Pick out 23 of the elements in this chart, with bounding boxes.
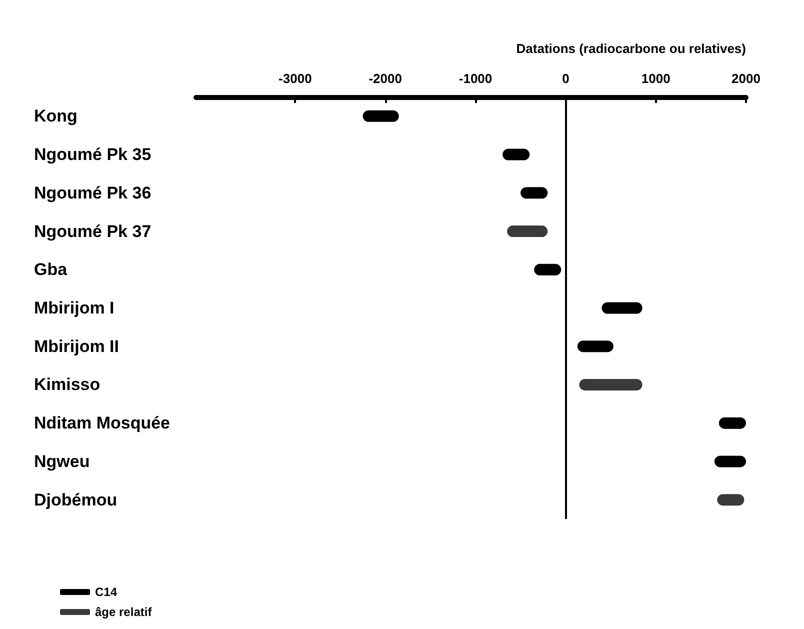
y-tick-label: Kimisso bbox=[34, 375, 100, 394]
y-tick-label: Djobémou bbox=[34, 490, 118, 510]
x-tick-label: -1000 bbox=[458, 71, 492, 86]
legend-label: âge relatif bbox=[95, 605, 153, 619]
y-tick-label: Mbirijom I bbox=[34, 298, 114, 318]
y-tick-label: Ngweu bbox=[34, 452, 90, 471]
x-tick-label: -2000 bbox=[368, 71, 402, 86]
y-tick-label: Ngoumé Pk 35 bbox=[34, 145, 152, 164]
x-tick-label: -3000 bbox=[278, 71, 312, 86]
bar bbox=[602, 302, 642, 314]
x-axis-title: Datations (radiocarbone ou relatives) bbox=[516, 41, 746, 56]
y-tick-label: Mbirijom II bbox=[34, 336, 119, 356]
y-tick-label: Gba bbox=[34, 260, 68, 280]
y-tick-label: Kong bbox=[34, 106, 78, 126]
y-tick-label: Ngoumé Pk 37 bbox=[34, 222, 152, 241]
y-tick-label: Ngoumé Pk 36 bbox=[34, 183, 152, 202]
y-tick-label: Nditam Mosquée bbox=[34, 414, 170, 433]
bar bbox=[579, 378, 642, 390]
x-tick-label: 0 bbox=[562, 71, 570, 86]
x-tick-label: 2000 bbox=[732, 71, 760, 86]
x-tick-label: 1000 bbox=[641, 71, 670, 86]
legend-label: C14 bbox=[95, 585, 118, 599]
bar bbox=[507, 226, 548, 238]
